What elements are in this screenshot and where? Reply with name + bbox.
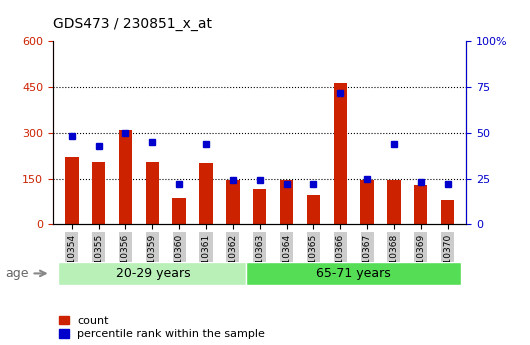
Bar <box>333 82 347 224</box>
Text: 20-29 years: 20-29 years <box>117 267 191 280</box>
Bar <box>307 195 320 224</box>
Bar <box>119 130 132 224</box>
Bar <box>146 162 159 224</box>
Bar <box>65 157 78 224</box>
Text: GDS473 / 230851_x_at: GDS473 / 230851_x_at <box>53 17 212 31</box>
Bar <box>441 200 454 224</box>
Bar <box>387 180 401 224</box>
Text: age: age <box>5 267 29 280</box>
Bar <box>414 185 428 224</box>
Bar <box>92 162 105 224</box>
Bar <box>246 262 461 285</box>
Bar <box>226 180 240 224</box>
Bar <box>280 180 293 224</box>
Bar <box>58 262 246 285</box>
Text: 65-71 years: 65-71 years <box>316 267 391 280</box>
Bar <box>253 189 267 224</box>
Bar <box>172 198 186 224</box>
Legend: count, percentile rank within the sample: count, percentile rank within the sample <box>58 316 266 339</box>
Bar <box>199 163 213 224</box>
Bar <box>360 180 374 224</box>
